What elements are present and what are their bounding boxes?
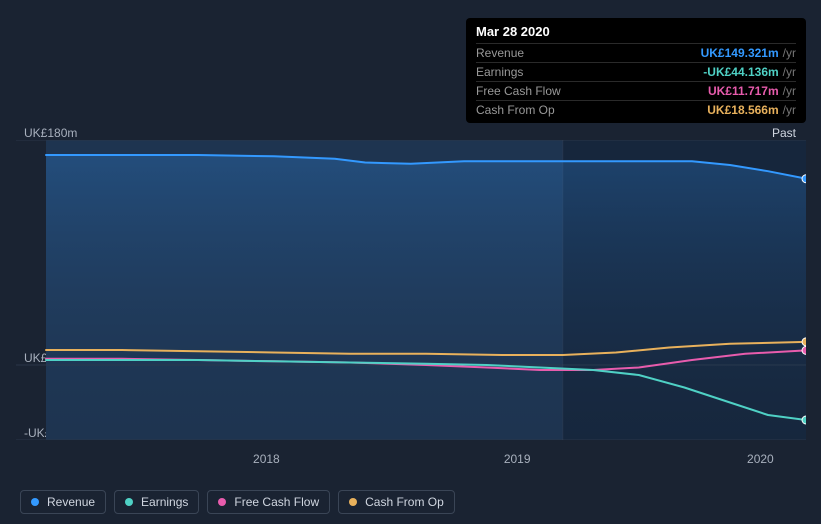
tooltip-metric-value: UK£149.321m (701, 46, 783, 60)
tooltip-metric-label: Earnings (476, 65, 703, 79)
tooltip-row: Free Cash FlowUK£11.717m/yr (476, 81, 796, 100)
chart-plot (16, 140, 806, 440)
legend-label: Cash From Op (365, 495, 444, 509)
legend-item-free-cash-flow[interactable]: Free Cash Flow (207, 490, 330, 514)
tooltip-metric-label: Revenue (476, 46, 701, 60)
tooltip-metric-unit: /yr (783, 103, 796, 117)
y-axis-label: UK£180m (24, 126, 77, 140)
tooltip-row: Cash From OpUK£18.566m/yr (476, 100, 796, 119)
tooltip-metric-label: Free Cash Flow (476, 84, 708, 98)
tooltip-row: RevenueUK£149.321m/yr (476, 43, 796, 62)
tooltip-metric-unit: /yr (783, 46, 796, 60)
chart-tooltip: Mar 28 2020 RevenueUK£149.321m/yrEarning… (466, 18, 806, 123)
tooltip-metric-value: UK£18.566m (707, 103, 782, 117)
legend-label: Earnings (141, 495, 188, 509)
x-axis-label: 2019 (504, 452, 531, 466)
tooltip-metric-unit: /yr (783, 84, 796, 98)
chart-legend: Revenue Earnings Free Cash Flow Cash From O… (20, 490, 455, 514)
legend-label: Revenue (47, 495, 95, 509)
legend-dot (218, 498, 226, 506)
legend-item-cash-from-op[interactable]: Cash From Op (338, 490, 455, 514)
legend-item-revenue[interactable]: Revenue (20, 490, 106, 514)
legend-dot (125, 498, 133, 506)
tooltip-metric-unit: /yr (783, 65, 796, 79)
financials-chart[interactable]: UK£180mUK£0-UK£60m 201820192020 Past (16, 120, 806, 440)
tooltip-metric-value: UK£11.717m (708, 84, 783, 98)
tooltip-date: Mar 28 2020 (476, 24, 796, 43)
tooltip-metric-value: -UK£44.136m (703, 65, 782, 79)
legend-dot (349, 498, 357, 506)
tooltip-row: Earnings-UK£44.136m/yr (476, 62, 796, 81)
past-label: Past (772, 126, 796, 140)
x-axis-label: 2018 (253, 452, 280, 466)
legend-item-earnings[interactable]: Earnings (114, 490, 199, 514)
legend-dot (31, 498, 39, 506)
legend-label: Free Cash Flow (234, 495, 319, 509)
x-axis-label: 2020 (747, 452, 774, 466)
tooltip-metric-label: Cash From Op (476, 103, 707, 117)
